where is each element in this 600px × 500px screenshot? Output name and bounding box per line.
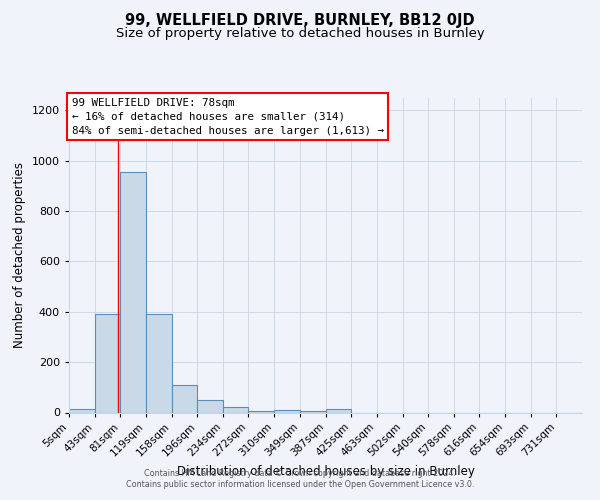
- Text: Contains public sector information licensed under the Open Government Licence v3: Contains public sector information licen…: [126, 480, 474, 489]
- Bar: [172, 385, 197, 412]
- X-axis label: Distribution of detached houses by size in Burnley: Distribution of detached houses by size …: [176, 466, 475, 478]
- Bar: [300, 411, 326, 412]
- Bar: [95, 314, 120, 412]
- Y-axis label: Number of detached properties: Number of detached properties: [13, 162, 26, 348]
- Text: 99 WELLFIELD DRIVE: 78sqm
← 16% of detached houses are smaller (314)
84% of semi: 99 WELLFIELD DRIVE: 78sqm ← 16% of detac…: [71, 98, 383, 136]
- Text: Contains HM Land Registry data © Crown copyright and database right 2024.: Contains HM Land Registry data © Crown c…: [144, 468, 456, 477]
- Bar: [223, 408, 248, 412]
- Bar: [274, 410, 300, 412]
- Bar: [325, 408, 351, 412]
- Text: 99, WELLFIELD DRIVE, BURNLEY, BB12 0JD: 99, WELLFIELD DRIVE, BURNLEY, BB12 0JD: [125, 12, 475, 28]
- Text: Size of property relative to detached houses in Burnley: Size of property relative to detached ho…: [116, 28, 484, 40]
- Bar: [248, 411, 274, 412]
- Bar: [146, 314, 172, 412]
- Bar: [120, 172, 146, 412]
- Bar: [69, 408, 95, 412]
- Bar: [197, 400, 223, 412]
